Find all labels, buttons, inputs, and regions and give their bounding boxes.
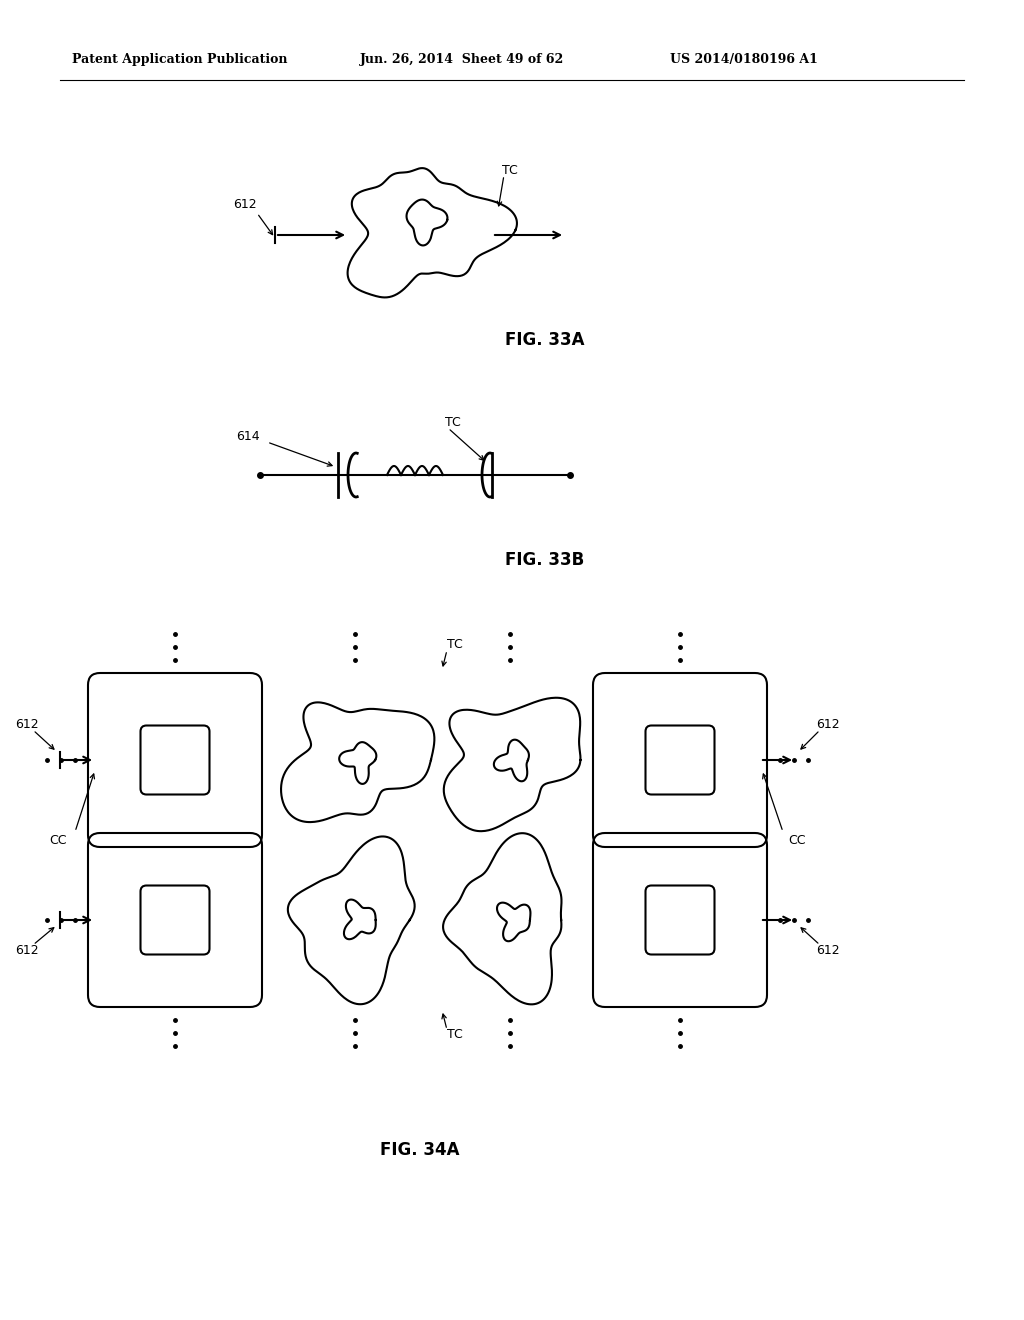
Text: TC: TC (502, 164, 518, 177)
Text: 612: 612 (233, 198, 257, 211)
Text: 614: 614 (237, 430, 260, 444)
Text: FIG. 33B: FIG. 33B (506, 550, 585, 569)
Text: TC: TC (447, 639, 463, 652)
Text: TC: TC (447, 1028, 463, 1041)
Text: 612: 612 (15, 944, 39, 957)
Text: 612: 612 (816, 944, 840, 957)
Text: CC: CC (49, 833, 67, 846)
Text: FIG. 33A: FIG. 33A (505, 331, 585, 348)
Text: Patent Application Publication: Patent Application Publication (72, 54, 288, 66)
Text: US 2014/0180196 A1: US 2014/0180196 A1 (670, 54, 818, 66)
Text: CC: CC (788, 833, 806, 846)
Text: TC: TC (445, 417, 461, 429)
Text: 612: 612 (15, 718, 39, 731)
Text: 612: 612 (816, 718, 840, 731)
Text: Jun. 26, 2014  Sheet 49 of 62: Jun. 26, 2014 Sheet 49 of 62 (360, 54, 564, 66)
Text: FIG. 34A: FIG. 34A (380, 1140, 460, 1159)
